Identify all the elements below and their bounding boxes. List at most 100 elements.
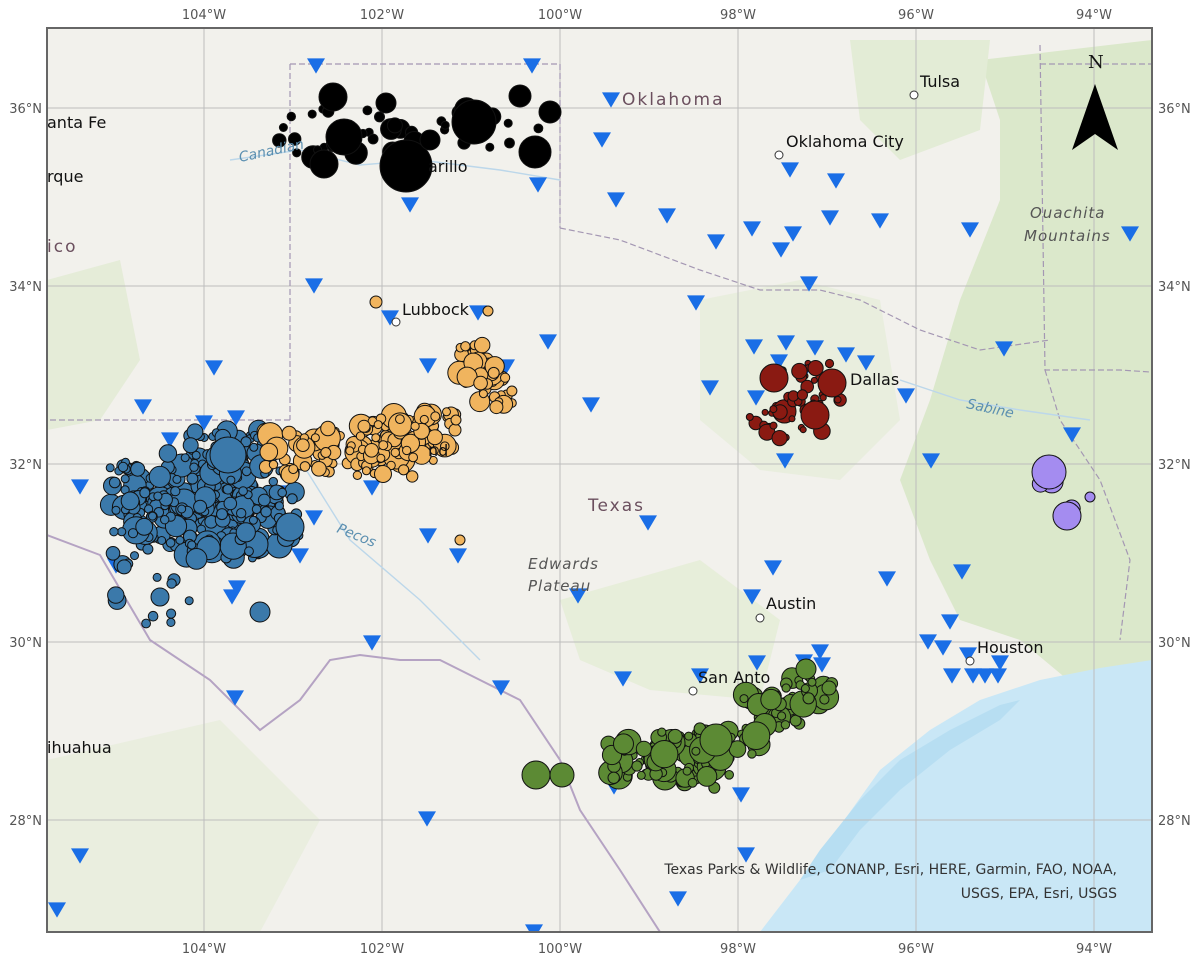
quake-permian-west	[107, 586, 125, 604]
quake-south-texas	[819, 694, 830, 705]
station-triangle	[745, 339, 763, 355]
lon-tick-top: 102°W	[360, 8, 404, 23]
label-midland: nd	[428, 441, 448, 460]
quake-permian-west	[240, 436, 252, 448]
quake-permian-east	[500, 372, 511, 383]
quake-north	[533, 123, 544, 134]
station-triangle	[305, 510, 323, 526]
lat-tick-right: 30°N	[1158, 636, 1191, 651]
station-triangle	[582, 397, 600, 413]
quake-permian-east	[408, 452, 419, 463]
label-lubbock: Lubbock	[402, 300, 470, 319]
quake-permian-west	[248, 515, 258, 525]
quake-permian-east	[259, 442, 279, 462]
station-triangle	[743, 221, 761, 237]
station-triangle	[976, 668, 994, 684]
quake-permian-west	[148, 511, 157, 521]
quake-permian-west	[109, 527, 119, 537]
station-triangle	[813, 657, 831, 673]
quake-north	[440, 120, 450, 130]
quake-dallas	[799, 426, 807, 434]
quake-permian-west	[277, 487, 288, 498]
west-green-region	[47, 260, 140, 430]
station-triangle	[161, 432, 179, 448]
station-triangle	[305, 278, 323, 294]
station-triangle	[919, 634, 937, 650]
quake-permian-east	[345, 446, 355, 456]
gulf-of-mexico	[760, 660, 1152, 932]
quake-permian-west	[257, 493, 271, 507]
quake-dallas	[788, 415, 796, 423]
station-triangle	[784, 226, 802, 242]
quake-north	[318, 82, 348, 112]
station-triangle	[941, 614, 959, 630]
quake-dallas	[769, 405, 778, 414]
quake-permian-east	[454, 534, 466, 546]
station-triangle	[827, 173, 845, 189]
station-triangle	[419, 528, 437, 544]
quake-north	[367, 133, 379, 145]
quake-south-texas	[613, 733, 634, 755]
quake-permian-east	[320, 447, 332, 458]
quake-permian-west	[223, 496, 238, 511]
quake-permian-east	[395, 414, 405, 425]
quake-permian-west	[120, 474, 130, 484]
quake-permian-west	[152, 572, 162, 582]
quake-north	[518, 135, 552, 169]
station-triangle	[381, 310, 399, 326]
station-triangle	[227, 410, 245, 426]
quake-permian-west	[185, 548, 208, 570]
quake-north	[419, 129, 441, 151]
quake-permian-west	[139, 487, 151, 499]
station-triangle	[871, 213, 889, 229]
quake-permian-west	[120, 491, 140, 511]
station-triangle	[658, 208, 676, 224]
quake-permian-west	[111, 505, 121, 515]
lat-tick-left: 34°N	[9, 280, 42, 295]
quake-permian-west	[160, 515, 170, 525]
ozark-green-region	[850, 40, 990, 160]
quake-south-texas	[521, 760, 551, 790]
quake-permian-east	[281, 425, 297, 441]
label-san-antonio: San Anto	[698, 668, 770, 687]
quake-permian-west	[186, 423, 204, 441]
label-dallas: Dallas	[850, 370, 899, 389]
quake-north	[278, 123, 288, 132]
quake-south-texas	[549, 762, 575, 788]
lubbock-marker	[391, 317, 401, 327]
station-triangle	[964, 668, 982, 684]
quake-permian-west	[105, 546, 121, 561]
label-oklahoma: Oklahoma	[622, 90, 725, 110]
quake-dallas	[807, 360, 824, 377]
quake-permian-west	[166, 617, 176, 628]
okc-marker	[774, 150, 784, 160]
quake-north	[386, 117, 403, 134]
quake-dallas	[817, 368, 847, 398]
quake-permian-west	[249, 442, 259, 452]
east-green-region	[900, 40, 1152, 690]
quake-south-texas	[682, 766, 692, 776]
lat-tick-right: 28°N	[1158, 814, 1191, 829]
quake-north	[307, 109, 317, 119]
quake-permian-east	[398, 464, 410, 476]
lat-tick-left: 28°N	[9, 814, 42, 829]
label-texas: Texas	[587, 496, 645, 516]
quake-permian-west	[172, 474, 182, 484]
tulsa-marker	[909, 90, 919, 100]
station-triangle	[821, 210, 839, 226]
quake-permian-east	[442, 407, 451, 417]
quake-south-texas	[699, 723, 733, 757]
quake-permian-east	[506, 385, 518, 397]
quake-permian-west	[108, 476, 121, 489]
quake-east-texas	[1052, 501, 1082, 531]
quake-permian-west	[166, 578, 177, 589]
station-triangle	[569, 588, 587, 604]
quake-permian-west	[130, 461, 146, 477]
quake-permian-east	[460, 341, 471, 352]
quake-permian-west	[275, 512, 305, 542]
station-triangle	[707, 234, 725, 250]
station-triangle	[701, 380, 719, 396]
big-bend-green	[47, 720, 320, 932]
quake-permian-east	[376, 453, 386, 463]
quake-dallas	[824, 358, 835, 369]
